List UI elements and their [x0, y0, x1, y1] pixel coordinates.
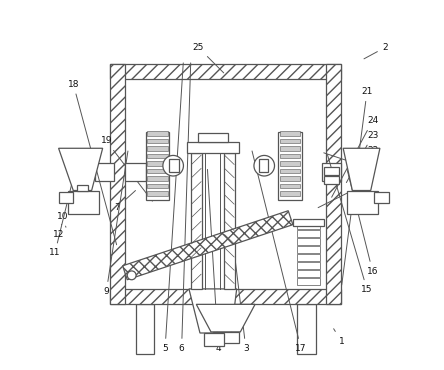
Bar [147, 169, 168, 174]
Bar [146, 132, 170, 200]
Text: 21: 21 [342, 87, 373, 285]
Text: 1: 1 [333, 329, 344, 346]
Bar [95, 163, 114, 181]
Bar [322, 163, 341, 181]
Bar [147, 138, 168, 143]
Bar [125, 79, 326, 289]
Text: 17: 17 [252, 151, 307, 353]
Bar [297, 278, 321, 285]
Text: 11: 11 [49, 180, 73, 258]
Polygon shape [343, 148, 380, 191]
Text: 22: 22 [347, 146, 378, 171]
Bar [297, 254, 321, 261]
Text: 5: 5 [162, 63, 183, 353]
Bar [280, 176, 300, 181]
Bar [297, 246, 321, 253]
Text: 15: 15 [327, 155, 373, 294]
Bar [147, 146, 168, 151]
Bar [280, 184, 300, 188]
Bar [213, 332, 238, 343]
Bar [77, 185, 88, 191]
Polygon shape [189, 289, 237, 333]
Bar [297, 262, 321, 269]
Bar [147, 191, 168, 196]
Bar [297, 230, 321, 237]
Circle shape [163, 155, 183, 176]
Bar [293, 219, 324, 226]
Text: 19: 19 [101, 137, 152, 201]
Bar [297, 222, 321, 229]
Polygon shape [196, 305, 255, 332]
Text: 6: 6 [179, 63, 190, 353]
Bar [347, 191, 378, 214]
Bar [204, 333, 224, 346]
Bar [259, 159, 268, 172]
Bar [136, 305, 154, 354]
Text: 2: 2 [364, 43, 388, 59]
Bar [147, 184, 168, 188]
Bar [280, 161, 300, 166]
Text: 24: 24 [332, 116, 378, 197]
Bar [187, 142, 238, 153]
Text: 3: 3 [228, 199, 249, 353]
Bar [280, 138, 300, 143]
Text: 20: 20 [324, 153, 365, 169]
Bar [280, 146, 300, 151]
Bar [170, 159, 178, 172]
Bar [147, 154, 168, 158]
Text: 16: 16 [348, 171, 378, 276]
Bar [224, 153, 235, 289]
Text: 4: 4 [207, 169, 221, 353]
Polygon shape [59, 148, 103, 191]
Bar [68, 191, 99, 214]
Text: 7: 7 [115, 191, 135, 212]
Bar [278, 132, 302, 200]
Polygon shape [123, 211, 293, 280]
Bar [297, 305, 316, 354]
Bar [110, 289, 341, 305]
Bar [110, 64, 125, 305]
Text: 14: 14 [318, 182, 365, 208]
Bar [147, 131, 168, 136]
Bar [324, 167, 339, 175]
Text: 12: 12 [53, 224, 64, 239]
Bar [198, 133, 227, 142]
Bar [280, 169, 300, 174]
Bar [191, 153, 202, 289]
Bar [147, 161, 168, 166]
Bar [326, 64, 341, 305]
Bar [374, 192, 389, 204]
Text: 9: 9 [103, 151, 128, 296]
Circle shape [127, 271, 136, 280]
Text: 23: 23 [346, 131, 378, 182]
Text: 10: 10 [56, 212, 68, 227]
Bar [125, 163, 146, 181]
Bar [280, 154, 300, 158]
Bar [297, 238, 321, 245]
Bar [59, 192, 73, 204]
Bar [280, 191, 300, 196]
Circle shape [254, 155, 274, 176]
Text: 18: 18 [67, 80, 117, 245]
Text: 25: 25 [192, 43, 224, 73]
Bar [324, 176, 339, 184]
Bar [110, 64, 341, 79]
Bar [297, 270, 321, 277]
Bar [147, 176, 168, 181]
Bar [280, 131, 300, 136]
